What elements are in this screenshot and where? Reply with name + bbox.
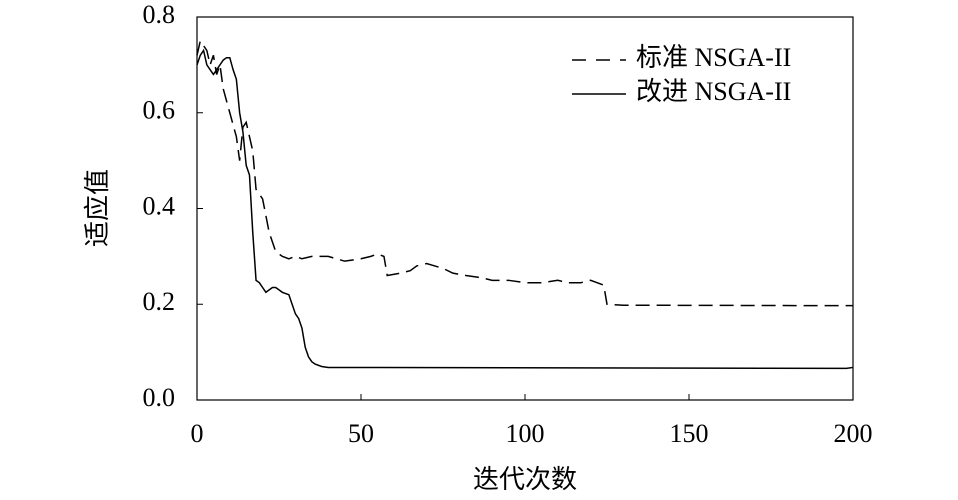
y-tick-label: 0.8 [143,0,176,29]
y-tick-label: 0.6 [143,96,176,125]
x-tick-label: 200 [834,419,873,448]
legend-label: 改进 NSGA-II [636,77,791,106]
y-tick-label: 0.0 [143,383,176,412]
legend-label: 标准 NSGA-II [636,43,791,72]
x-tick-label: 100 [506,419,545,448]
y-tick-label: 0.4 [143,191,176,220]
x-tick-label: 50 [348,419,374,448]
plot-frame [196,16,854,401]
y-tick-label: 0.2 [143,287,176,316]
series-line [196,39,854,307]
y-axis-label: 适应值 [83,169,112,247]
x-tick-label: 0 [191,419,204,448]
x-tick-label: 150 [670,419,709,448]
series-line [196,48,854,370]
x-axis-label: 迭代次数 [473,465,577,494]
